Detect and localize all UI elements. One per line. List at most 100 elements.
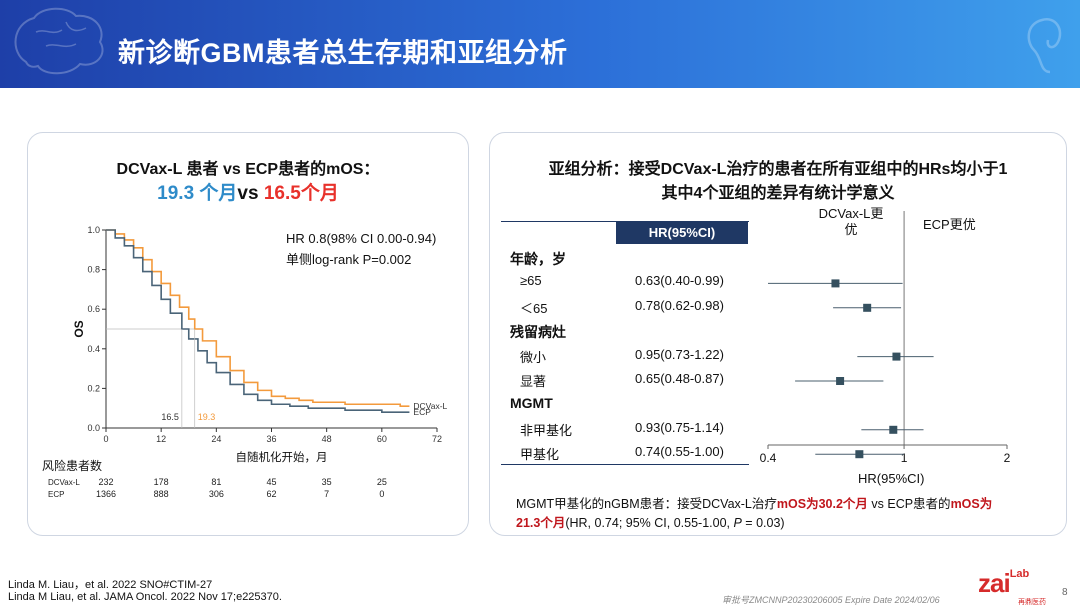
mos-ecp: 16.5个月 <box>263 183 339 204</box>
km-x-tick-label: 12 <box>156 434 166 444</box>
km-curve-ecp <box>106 229 410 413</box>
table-bottom-rule <box>501 464 749 465</box>
km-x-tick-label: 60 <box>377 434 387 444</box>
table-header: HR(95%CI) <box>616 222 748 244</box>
risk-value: 232 <box>98 477 113 487</box>
subgroup-panel: 亚组分析：接受DCVax-L治疗的患者在所有亚组中的HRs均小于1 其中4个亚组… <box>489 132 1067 536</box>
forest-plot: 0.4 1 2 <box>760 211 1011 465</box>
subgroup-hr: 0.63(0.40-0.99) <box>635 273 724 289</box>
mos-dcvax: 19.3 个月 <box>157 183 238 204</box>
km-series-label: ECP <box>413 407 431 417</box>
note-text-1: MGMT甲基化的nGBM患者：接受DCVax-L治疗 <box>516 497 777 511</box>
km-curve-dcvaxl <box>106 229 410 408</box>
subgroup-title-line2: 其中4个亚组的差异有统计学意义 <box>661 185 895 202</box>
km-panel: DCVax-L 患者 vs ECP患者的mOS： 19.3 个月vs 16.5个… <box>27 132 469 536</box>
forest-point <box>892 352 901 361</box>
subgroup-hr: 0.65(0.48-0.87) <box>635 371 724 386</box>
risk-row-label: ECP <box>48 490 64 499</box>
km-x-tick-label: 0 <box>103 434 108 444</box>
risk-value: 62 <box>266 489 276 499</box>
note-tail-1: (HR, 0.74; 95% CI, 0.55-1.00, <box>565 516 734 530</box>
risk-value: 35 <box>322 477 332 487</box>
approval-number: 审批号ZMCNNP20230206005 Expire Date 2024/02… <box>722 595 940 605</box>
forest-x-tick-label: 2 <box>1004 451 1011 465</box>
subgroup-header: MGMT <box>510 395 553 412</box>
km-series-label: DCVax-L <box>413 401 447 411</box>
brain-icon <box>14 7 104 75</box>
note-text-2: ECP患者的 <box>887 497 951 511</box>
subgroup-title-line1: 亚组分析：接受DCVax-L治疗的患者在所有亚组中的HRs均小于1 <box>548 161 1008 178</box>
km-y-axis-title: OS <box>72 320 86 337</box>
subgroup-label: 甲基化 <box>520 447 560 463</box>
subgroup-hr: 0.78(0.62-0.98) <box>635 297 724 313</box>
note-mos-label: mOS为 <box>950 497 993 511</box>
km-y-tick-label: 0.8 <box>87 265 100 275</box>
km-y-tick-label: 1.0 <box>87 225 100 235</box>
ear-icon <box>1027 18 1062 74</box>
mos-vs: vs <box>237 183 259 204</box>
risk-value: 0 <box>379 489 384 499</box>
risk-value: 45 <box>266 477 276 487</box>
note-tail-2: = 0.03) <box>741 516 785 530</box>
pvalue-text: 单侧log-rank P=0.002 <box>286 252 412 267</box>
note-mos-dcvax: mOS为30.2个月 <box>776 497 868 511</box>
subgroup-hr: 0.95(0.73-1.22) <box>635 346 724 362</box>
risk-table-title: 风险患者数 <box>42 458 102 473</box>
mgmt-note: MGMT甲基化的nGBM患者：接受DCVax-L治疗mOS为30.2个月 vs … <box>516 495 1056 533</box>
risk-row-label: DCVax-L <box>48 478 80 487</box>
page-number: 8 <box>1062 587 1068 598</box>
zailab-logo: zaiLab <box>978 568 1029 599</box>
median-label-dcvax: 19.3 <box>198 412 216 422</box>
reference-2: Linda M Liau, et al. JAMA Oncol. 2022 No… <box>8 591 282 603</box>
km-x-tick-label: 72 <box>432 434 442 444</box>
forest-point <box>889 425 898 434</box>
risk-value: 7 <box>324 489 329 499</box>
page-title: 新诊断GBM患者总生存期和亚组分析 <box>118 38 568 68</box>
note-vs: vs <box>867 497 888 511</box>
forest-point <box>855 450 864 459</box>
km-y-tick-label: 0.4 <box>87 344 100 354</box>
subgroup-label: ＜65 <box>520 300 548 316</box>
logo-sup: Lab <box>1009 568 1030 580</box>
km-x-tick-label: 48 <box>322 434 332 444</box>
km-x-tick-label: 24 <box>211 434 221 444</box>
subgroup-header: 残留病灶 <box>510 324 566 341</box>
forest-point <box>836 377 845 385</box>
forest-point <box>831 279 840 288</box>
forest-x-tick-label: 0.4 <box>760 451 777 465</box>
km-y-tick-label: 0.2 <box>87 383 100 393</box>
forest-axis-title: HR(95%CI) <box>858 471 925 486</box>
risk-value: 1366 <box>96 489 116 499</box>
note-p: P <box>733 516 742 530</box>
reference-1: Linda M. Liau，et al. 2022 SNO#CTIM-27 <box>8 579 213 591</box>
hr-text: HR 0.8(98% CI 0.00-0.94) <box>286 231 437 246</box>
km-y-tick-label: 0.6 <box>87 304 100 314</box>
subgroup-label: 显著 <box>520 374 547 389</box>
risk-value: 25 <box>377 477 387 487</box>
km-chart: 0 12 24 36 48 60 72 0.0 0.2 0.4 0.6 0.8 1.0 OS 自随机化开始，… <box>42 225 448 499</box>
subgroup-hr: 0.93(0.75-1.14) <box>635 419 724 435</box>
forest-x-tick-label: 1 <box>901 451 908 465</box>
forest-point <box>863 303 872 312</box>
subgroup-label: 非甲基化 <box>520 422 573 438</box>
table-top-rule <box>501 221 749 222</box>
logo-text: zai <box>978 568 1011 598</box>
risk-value: 888 <box>154 489 169 499</box>
subgroup-label: 微小 <box>520 349 547 365</box>
favors-dcvax-label: DCVax-L更优 <box>818 206 884 237</box>
median-label-ecp: 16.5 <box>161 412 179 422</box>
favors-ecp-label: ECP更优 <box>923 217 976 232</box>
km-x-axis-title: 自随机化开始，月 <box>236 450 328 464</box>
subgroup-hr: 0.74(0.55-1.00) <box>635 444 724 460</box>
km-x-tick-label: 36 <box>266 434 276 444</box>
km-y-tick-label: 0.0 <box>87 423 100 433</box>
km-title-line2: 19.3 个月vs 16.5个月 <box>28 178 468 205</box>
km-title-line1: DCVax-L 患者 vs ECP患者的mOS： <box>116 161 380 178</box>
note-mos-ecp: 21.3个月 <box>516 516 566 530</box>
subgroup-label: ≥65 <box>520 273 542 289</box>
risk-value: 306 <box>209 489 224 499</box>
logo-subtitle: 再鼎医药 <box>1018 599 1046 606</box>
subgroup-header: 年龄，岁 <box>510 251 566 267</box>
risk-value: 81 <box>211 477 221 487</box>
risk-value: 178 <box>154 477 169 487</box>
